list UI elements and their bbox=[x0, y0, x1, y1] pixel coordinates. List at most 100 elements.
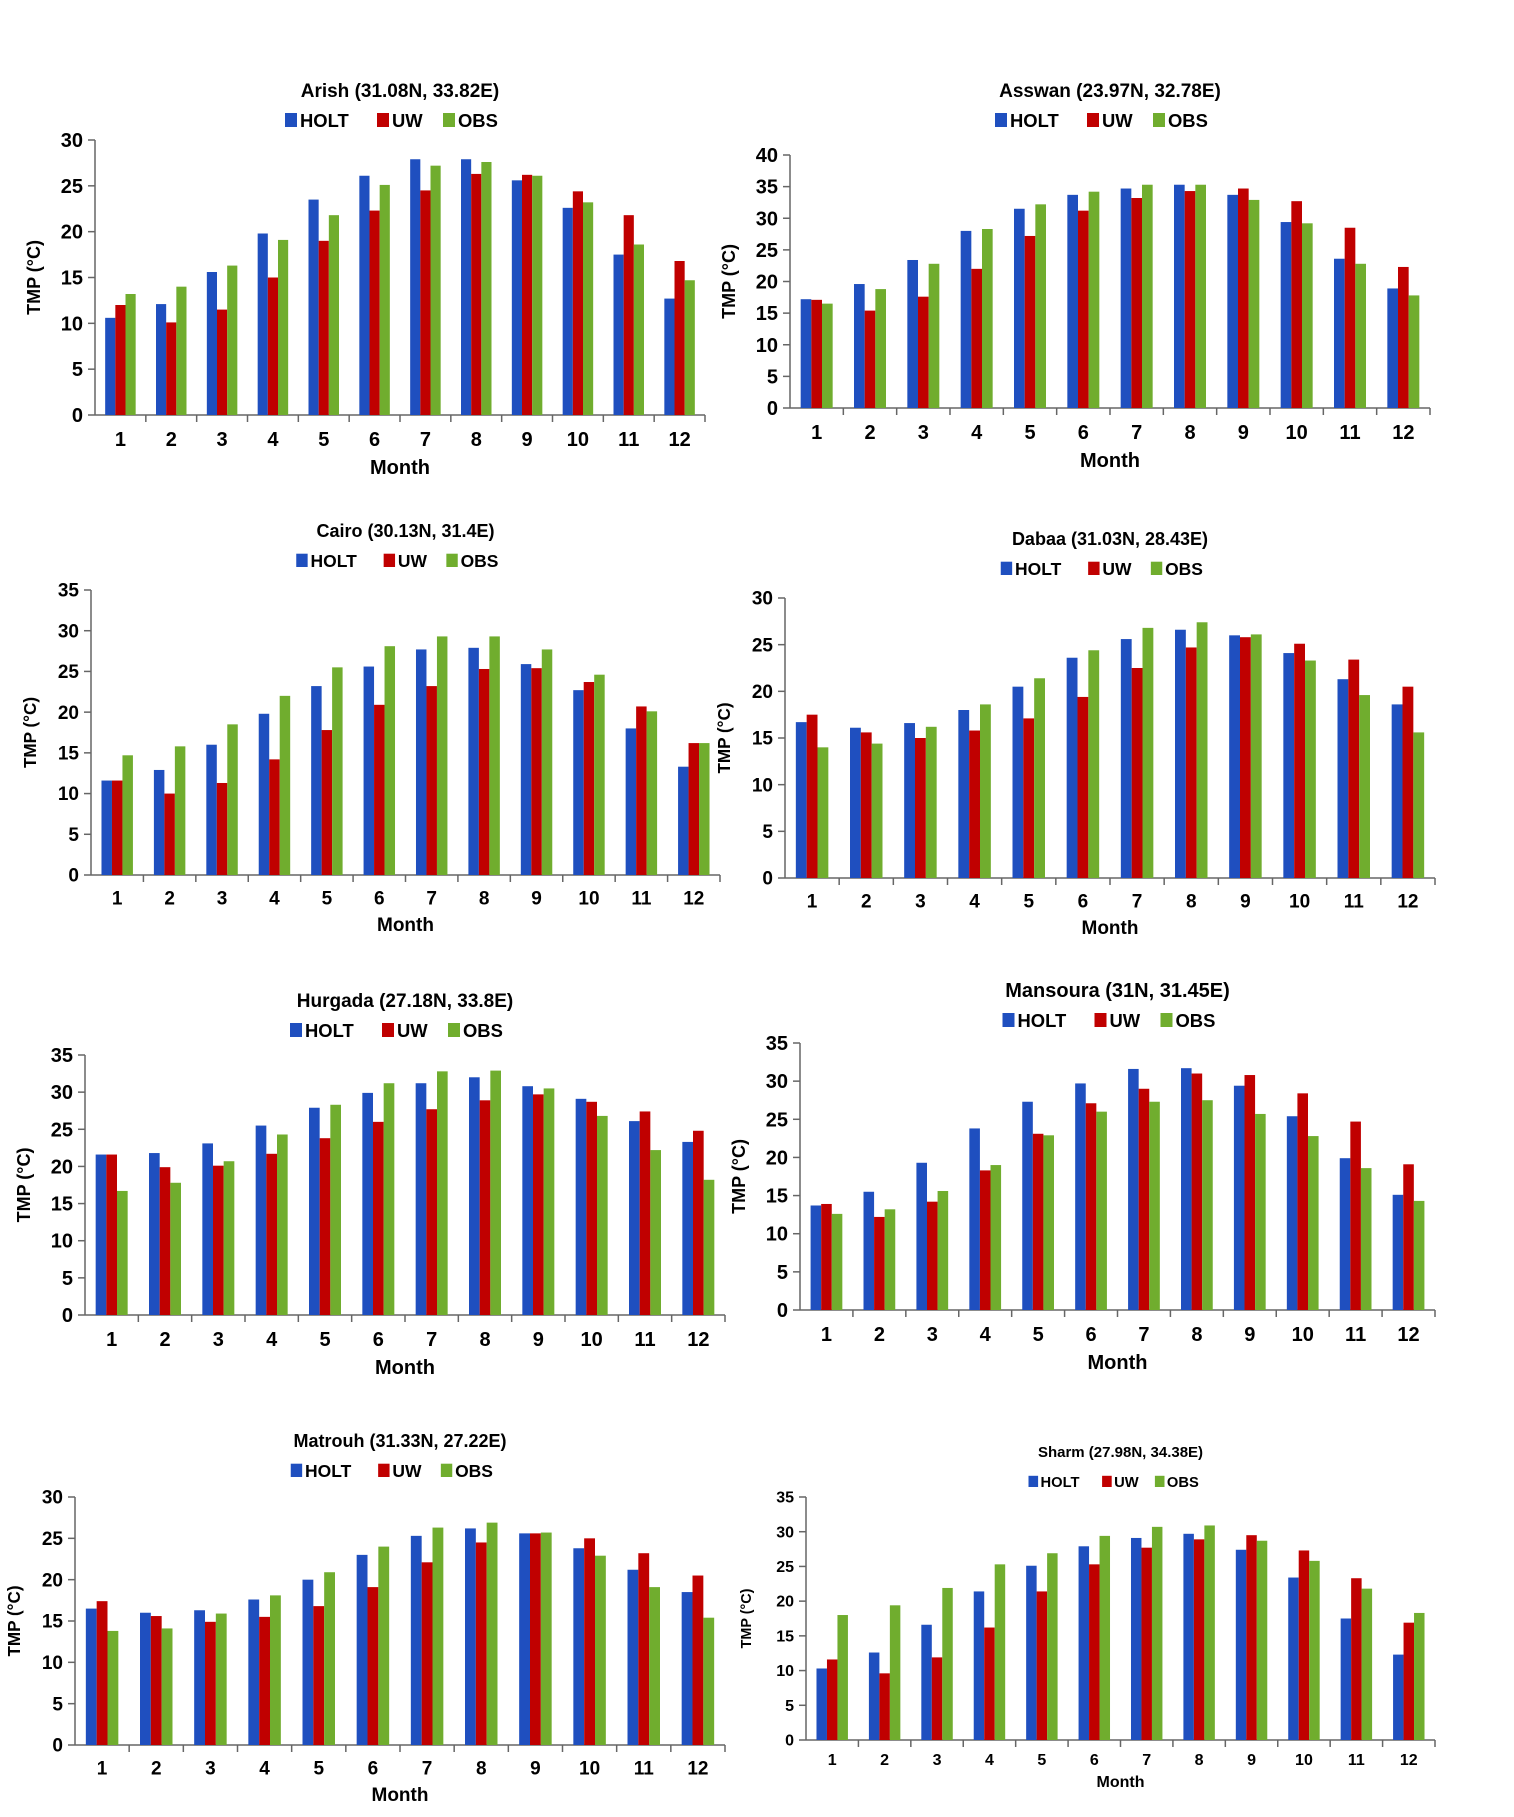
bar-holt-month-8 bbox=[468, 647, 479, 875]
bar-holt-month-11 bbox=[1337, 679, 1349, 878]
x-tick-label: 8 bbox=[476, 1758, 487, 1779]
x-axis-label: Month bbox=[1082, 918, 1139, 939]
x-tick-label: 2 bbox=[151, 1758, 162, 1779]
chart-title: Hurgada (27.18N, 33.8E) bbox=[297, 991, 513, 1012]
bar-holt-month-8 bbox=[465, 1528, 476, 1745]
bar-uw-month-9 bbox=[531, 668, 542, 875]
bar-obs-month-9 bbox=[532, 175, 543, 415]
bar-obs-month-5 bbox=[324, 1572, 335, 1745]
bar-holt-month-5 bbox=[308, 199, 319, 415]
bar-obs-month-7 bbox=[1149, 1101, 1160, 1310]
bar-uw-month-6 bbox=[1089, 1564, 1100, 1740]
x-tick-label: 11 bbox=[634, 1758, 655, 1779]
bar-obs-month-6 bbox=[384, 646, 396, 875]
x-tick-label: 6 bbox=[374, 888, 385, 909]
bar-uw-month-5 bbox=[319, 1138, 331, 1315]
bar-uw-month-3 bbox=[217, 309, 228, 415]
y-tick-label: 10 bbox=[61, 313, 83, 335]
bar-holt-month-6 bbox=[1067, 194, 1078, 408]
bar-holt-month-2 bbox=[156, 304, 167, 415]
y-tick-label: 25 bbox=[756, 240, 778, 262]
bar-holt-month-5 bbox=[1012, 686, 1024, 878]
bar-holt-month-10 bbox=[575, 1098, 587, 1315]
bar-uw-month-11 bbox=[639, 1111, 651, 1315]
bar-obs-month-10 bbox=[1309, 1560, 1320, 1740]
bar-uw-month-8 bbox=[1184, 191, 1196, 408]
bar-uw-month-9 bbox=[530, 1533, 541, 1745]
x-tick-label: 3 bbox=[927, 1324, 938, 1346]
bar-holt-month-1 bbox=[816, 1668, 827, 1740]
legend-label-holt: HOLT bbox=[1018, 1010, 1067, 1031]
x-tick-label: 10 bbox=[579, 1758, 600, 1779]
legend-swatch-obs bbox=[443, 113, 455, 127]
bar-obs-month-12 bbox=[684, 280, 695, 415]
bar-holt-month-7 bbox=[415, 1083, 427, 1315]
bar-uw-month-8 bbox=[471, 173, 482, 415]
bar-holt-month-10 bbox=[573, 690, 584, 875]
legend-label-holt: HOLT bbox=[300, 110, 349, 131]
bar-obs-month-10 bbox=[594, 674, 605, 875]
bar-obs-month-1 bbox=[125, 294, 136, 415]
bar-uw-month-3 bbox=[918, 296, 929, 408]
y-tick-label: 35 bbox=[58, 581, 80, 602]
bar-holt-month-3 bbox=[921, 1624, 932, 1740]
y-tick-label: 15 bbox=[61, 268, 83, 290]
bar-holt-month-1 bbox=[800, 299, 812, 408]
bar-obs-month-2 bbox=[884, 1209, 896, 1310]
x-tick-label: 8 bbox=[471, 429, 482, 451]
legend: HOLT UW OBS bbox=[285, 110, 498, 131]
bar-uw-month-8 bbox=[1185, 647, 1197, 878]
bar-uw-month-9 bbox=[533, 1094, 544, 1315]
x-tick-label: 6 bbox=[1085, 1324, 1096, 1346]
legend-swatch-holt bbox=[1002, 1013, 1015, 1027]
x-tick-label: 6 bbox=[1078, 422, 1089, 444]
y-tick-label: 25 bbox=[51, 1119, 73, 1141]
legend-label-obs: OBS bbox=[1167, 1475, 1199, 1491]
y-tick-label: 40 bbox=[756, 145, 778, 167]
bar-uw-month-7 bbox=[1138, 1088, 1150, 1310]
y-tick-label: 10 bbox=[752, 775, 773, 796]
bar-holt-month-5 bbox=[309, 1107, 320, 1315]
chart-title: Dabaa (31.03N, 28.43E) bbox=[1012, 529, 1208, 549]
x-tick-label: 12 bbox=[1400, 1752, 1418, 1769]
y-tick-label: 20 bbox=[51, 1156, 73, 1178]
y-tick-label: 5 bbox=[762, 822, 773, 843]
x-tick-label: 1 bbox=[115, 429, 126, 451]
y-tick-label: 10 bbox=[58, 784, 79, 805]
x-tick-label: 4 bbox=[259, 1758, 270, 1779]
chart-panel-8: Sharm (27.98N, 34.38E) HOLT UW OBS 0 5 10 15 20 2… bbox=[730, 1435, 1500, 1815]
y-axis-label: TMP (°C) bbox=[14, 1148, 34, 1223]
bar-uw-month-8 bbox=[475, 1542, 487, 1745]
x-tick-label: 5 bbox=[1024, 422, 1035, 444]
x-tick-label: 10 bbox=[1295, 1752, 1313, 1769]
bar-obs-month-4 bbox=[270, 1595, 281, 1745]
x-tick-label: 9 bbox=[533, 1329, 544, 1351]
bar-obs-month-9 bbox=[540, 1532, 552, 1745]
bar-uw-month-5 bbox=[1023, 718, 1035, 878]
x-tick-label: 5 bbox=[313, 1758, 324, 1779]
bar-uw-month-6 bbox=[1078, 210, 1089, 408]
x-tick-label: 3 bbox=[213, 1329, 224, 1351]
x-tick-label: 7 bbox=[422, 1758, 433, 1779]
x-tick-label: 2 bbox=[861, 891, 872, 912]
bar-uw-month-8 bbox=[478, 668, 490, 875]
chart-panel-1: Arish (31.08N, 33.82E) HOLT UW OBS 0 5 10 15 20 2… bbox=[15, 75, 725, 485]
y-tick-label: 10 bbox=[51, 1231, 73, 1253]
bar-obs-month-9 bbox=[1255, 1113, 1266, 1310]
legend-label-holt: HOLT bbox=[305, 1020, 354, 1041]
y-tick-label: 0 bbox=[68, 866, 79, 887]
bar-holt-month-12 bbox=[678, 766, 689, 875]
legend: HOLT UW OBS bbox=[1000, 559, 1203, 579]
bar-holt-month-11 bbox=[1334, 258, 1345, 408]
bar-obs-month-1 bbox=[831, 1213, 843, 1310]
y-tick-label: 25 bbox=[61, 176, 83, 198]
bar-holt-month-7 bbox=[410, 159, 421, 415]
bar-holt-month-1 bbox=[85, 1608, 97, 1745]
bar-obs-month-1 bbox=[107, 1630, 119, 1745]
bar-uw-month-10 bbox=[584, 1538, 595, 1745]
bar-uw-month-10 bbox=[1297, 1093, 1308, 1310]
y-axis-label: TMP (°C) bbox=[24, 240, 44, 315]
bar-uw-month-4 bbox=[267, 277, 278, 415]
x-tick-label: 4 bbox=[971, 422, 983, 444]
legend-swatch-uw bbox=[378, 1463, 390, 1477]
